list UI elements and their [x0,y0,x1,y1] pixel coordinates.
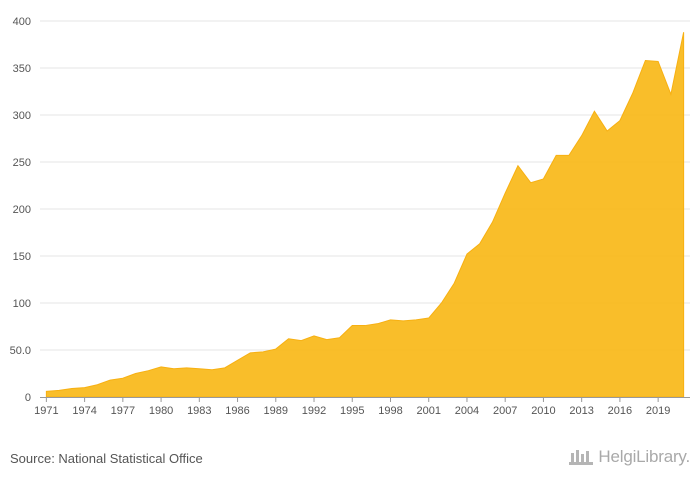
data-point[interactable] [567,153,571,157]
data-point[interactable] [44,389,48,393]
axes: 0 50.0 100 150 200 250 300 350 400 1971 1974 1977 19… [10,16,690,417]
data-point[interactable] [656,59,660,63]
data-point[interactable] [682,30,686,34]
y-tick-label: 0 [25,392,31,404]
data-point[interactable] [312,334,316,338]
data-point[interactable] [210,368,214,372]
data-point[interactable] [57,388,61,392]
data-point[interactable] [248,351,252,355]
data-point[interactable] [197,367,201,371]
y-tick-label: 400 [13,16,31,28]
data-point[interactable] [223,366,227,370]
y-tick-label: 350 [13,63,31,75]
x-tick-label: 1995 [340,405,364,417]
data-point[interactable] [83,386,87,390]
x-tick-label: 2016 [608,405,632,417]
data-point[interactable] [631,91,635,95]
data-point[interactable] [643,58,647,62]
brand-name: HelgiLibrary. [598,447,690,466]
x-tick-label: 2019 [646,405,670,417]
data-point[interactable] [146,369,150,373]
x-tick-label: 2004 [455,405,479,417]
data-point[interactable] [338,336,342,340]
data-point[interactable] [618,119,622,123]
data-point[interactable] [414,318,418,322]
data-point[interactable] [325,338,329,342]
data-point[interactable] [287,337,291,341]
data-point[interactable] [541,177,545,181]
x-tick-label: 1986 [225,405,249,417]
data-point[interactable] [134,372,138,376]
x-tick-label: 2001 [416,405,440,417]
data-point[interactable] [605,129,609,133]
data-point[interactable] [376,322,380,326]
data-point[interactable] [478,242,482,246]
area-fill [45,32,685,398]
x-tick-label: 1977 [111,405,135,417]
data-point[interactable] [503,191,507,195]
data-point[interactable] [185,366,189,370]
data-point[interactable] [121,376,125,380]
area-series [44,30,686,398]
data-point[interactable] [388,318,392,322]
y-tick-label: 250 [13,157,31,169]
x-tick-label: 1974 [72,405,96,417]
chart: 0 50.0 100 150 200 250 300 350 400 1971 1974 1977 19… [10,16,690,417]
data-point[interactable] [529,181,533,185]
y-tick-label: 200 [13,204,31,216]
data-point[interactable] [427,316,431,320]
x-tick-label: 1998 [378,405,402,417]
data-point[interactable] [554,153,558,157]
footer: Source: National Statistical Office Helg… [0,436,700,483]
y-tick-label: 100 [13,298,31,310]
y-tick-label: 150 [13,251,31,263]
data-point[interactable] [159,365,163,369]
x-tick-label: 1983 [187,405,211,417]
data-point[interactable] [465,252,469,256]
brand-logo[interactable]: HelgiLibrary. [568,447,690,467]
data-point[interactable] [516,164,520,168]
x-tick-label: 2010 [531,405,555,417]
data-point[interactable] [236,358,240,362]
x-tick-label: 1992 [302,405,326,417]
data-point[interactable] [108,378,112,382]
data-point[interactable] [261,350,265,354]
source-note: Source: National Statistical Office [10,451,203,466]
data-point[interactable] [439,301,443,305]
x-tick-label: 1989 [264,405,288,417]
data-point[interactable] [350,324,354,328]
x-tick-label: 2013 [569,405,593,417]
data-point[interactable] [669,92,673,96]
data-point[interactable] [452,281,456,285]
y-tick-label: 50.0 [10,345,31,357]
data-point[interactable] [490,220,494,224]
data-point[interactable] [70,387,74,391]
x-tick-label: 1971 [34,405,58,417]
data-point[interactable] [401,319,405,323]
data-point[interactable] [172,367,176,371]
data-point[interactable] [95,383,99,387]
y-tick-label: 300 [13,110,31,122]
x-tick-label: 2007 [493,405,517,417]
library-icon [569,450,594,465]
data-point[interactable] [299,339,303,343]
data-point[interactable] [580,134,584,138]
data-point[interactable] [274,347,278,351]
data-point[interactable] [363,324,367,328]
x-tick-label: 1980 [149,405,173,417]
grid-lines [40,20,690,351]
data-point[interactable] [592,109,596,113]
